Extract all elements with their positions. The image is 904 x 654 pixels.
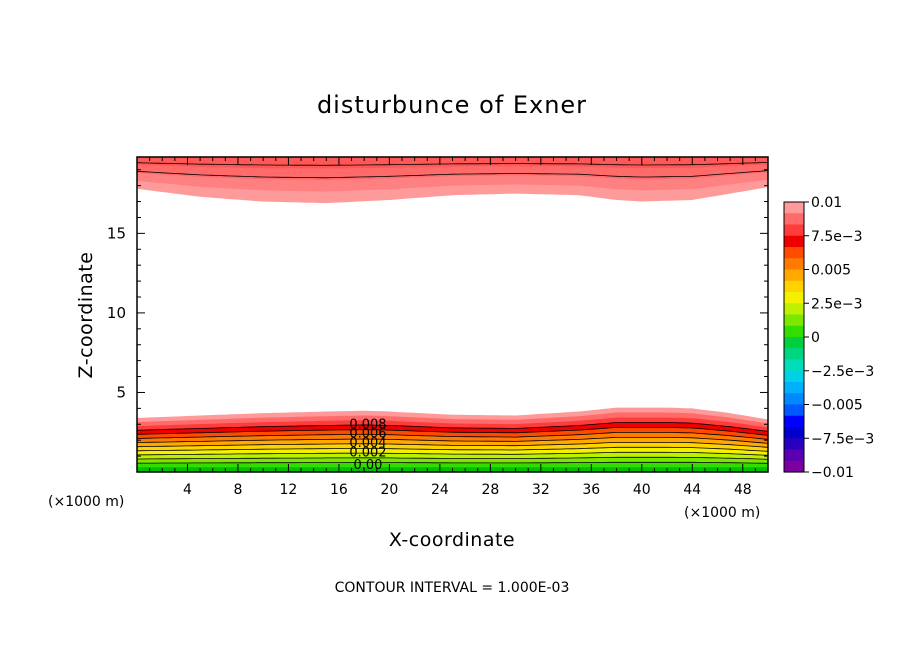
contour-label-1: 0.006 [349,426,386,441]
colorbar-swatch [784,235,804,248]
x-tick-label: 8 [233,482,242,498]
colorbar-swatch [784,325,804,338]
colorbar-swatch [784,449,804,462]
y-tick-label: 10 [107,304,126,322]
x-axis-label: X-coordinate [389,529,515,551]
colorbar-label: −7.5e−3 [811,431,874,447]
y-unit-label: (×1000 m) [48,494,124,510]
colorbar-swatch [784,314,804,327]
lower-contour-line-5 [137,437,768,444]
x-tick-label: 44 [683,482,701,498]
lower-contour-line-3 [137,446,768,452]
colorbar-swatch [784,280,804,293]
colorbar-swatch [784,213,804,226]
contour-interval-note: CONTOUR INTERVAL = 1.000E-03 [335,580,570,596]
upper-contour-bands [137,157,768,204]
upper-contour-line-0 [137,170,768,179]
lower-contour-line-1 [137,456,768,460]
x-unit-label: (×1000 m) [684,505,760,521]
y-tick-label: 15 [107,224,126,242]
colorbar-label: 7.5e−3 [811,229,863,245]
contour-label-4: 0.00 [353,458,382,473]
colorbar-swatch [784,404,804,417]
x-tick-label: 24 [431,482,449,498]
contour-label-2: 0.004 [349,436,386,451]
x-tick-label: 28 [481,482,499,498]
lower-contour-line-0 [137,461,768,464]
lower-contour-line-7 [137,427,768,436]
lower-contour-line-4 [137,442,768,448]
colorbar-label: −0.005 [811,398,863,414]
colorbar-swatch [784,224,804,237]
colorbar-swatch [784,460,804,473]
colorbar-label: 0 [811,330,820,346]
colorbar-swatch [784,359,804,372]
upper-contour-line-1 [137,162,768,166]
colorbar-swatch [784,303,804,316]
colorbar: 0.01 7.5e−3 0.005 2.5e−3 0 −2.5e−3 −0.005 −7.5e… [783,195,874,481]
y-tick-label: 5 [116,383,126,401]
x-tick-label: 36 [582,482,600,498]
chart-title: disturbunce of Exner [317,91,587,119]
x-tick-label: 4 [183,482,192,498]
colorbar-swatch [784,438,804,451]
x-tick-label: 20 [380,482,398,498]
x-tick-label: 12 [280,482,298,498]
colorbar-label: 2.5e−3 [811,296,863,312]
y-axis-ticks: 5 10 15 [107,169,768,457]
colorbar-swatch [784,370,804,383]
contour-lines [137,162,768,464]
colorbar-label: 0.005 [811,263,851,279]
colorbar-label: 0.01 [811,195,842,211]
colorbar-swatch [784,269,804,282]
colorbar-swatch [784,393,804,406]
lower-contour-bands [137,407,768,472]
colorbar-swatch [784,348,804,361]
x-tick-label: 16 [330,482,348,498]
x-tick-label: 40 [633,482,651,498]
lower-contour-line-8 [137,422,768,432]
colorbar-swatch [784,202,804,214]
colorbar-swatch [784,292,804,304]
lower-contour-line-6 [137,432,768,440]
colorbar-swatch [784,247,804,259]
contour-label-0: 0.008 [349,417,386,432]
y-axis-label: Z-coordinate [75,252,97,379]
colorbar-label: −0.01 [811,465,854,481]
x-axis-ticks: 4 8 12 16 20 24 28 32 36 40 44 48 [149,157,756,498]
colorbar-swatch [784,382,804,394]
x-tick-label: 32 [532,482,550,498]
colorbar-swatch [784,258,804,271]
colorbar-swatch [784,427,804,439]
x-tick-label: 48 [734,482,752,498]
colorbar-swatch [784,337,804,349]
colorbar-swatch [784,415,804,428]
contour-label-3: 0.002 [349,445,386,460]
colorbar-label: −2.5e−3 [811,364,874,380]
upper-band-3 [137,157,768,169]
lower-contour-line-2 [137,451,768,456]
